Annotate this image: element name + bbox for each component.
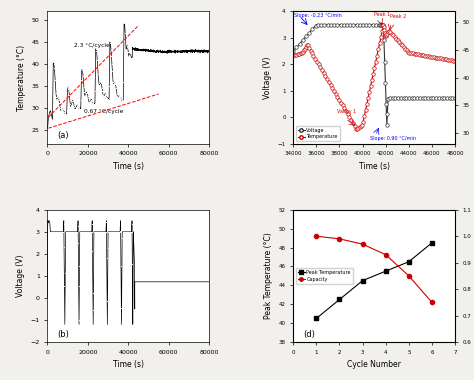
- X-axis label: Cycle Number: Cycle Number: [347, 360, 401, 369]
- Text: Slope: -0.23 °C/min: Slope: -0.23 °C/min: [294, 13, 342, 18]
- Legend: Peak Temperature, Capacity: Peak Temperature, Capacity: [296, 268, 353, 283]
- Text: (c): (c): [303, 131, 314, 140]
- Y-axis label: Voltage (V): Voltage (V): [263, 56, 272, 99]
- Text: (d): (d): [303, 330, 315, 339]
- X-axis label: Time (s): Time (s): [113, 162, 144, 171]
- Text: Peak 1: Peak 1: [374, 12, 391, 17]
- Y-axis label: Temperature (°C): Temperature (°C): [18, 44, 27, 111]
- Text: Peak 2: Peak 2: [390, 14, 407, 19]
- Text: (a): (a): [57, 131, 69, 140]
- Text: 0.67 °C/cycle: 0.67 °C/cycle: [84, 109, 123, 114]
- Y-axis label: Voltage (V): Voltage (V): [16, 255, 25, 297]
- Legend: Voltage, Temperature: Voltage, Temperature: [296, 126, 340, 141]
- Y-axis label: Peak Temperature (°C): Peak Temperature (°C): [264, 233, 273, 319]
- X-axis label: Time (s): Time (s): [113, 360, 144, 369]
- Text: Slope: 0.90 °C/min: Slope: 0.90 °C/min: [370, 136, 415, 141]
- Text: (b): (b): [57, 330, 69, 339]
- Text: 2.3 °C/cycle: 2.3 °C/cycle: [73, 43, 109, 48]
- X-axis label: Time (s): Time (s): [359, 162, 390, 171]
- Text: Valley 1: Valley 1: [337, 109, 356, 114]
